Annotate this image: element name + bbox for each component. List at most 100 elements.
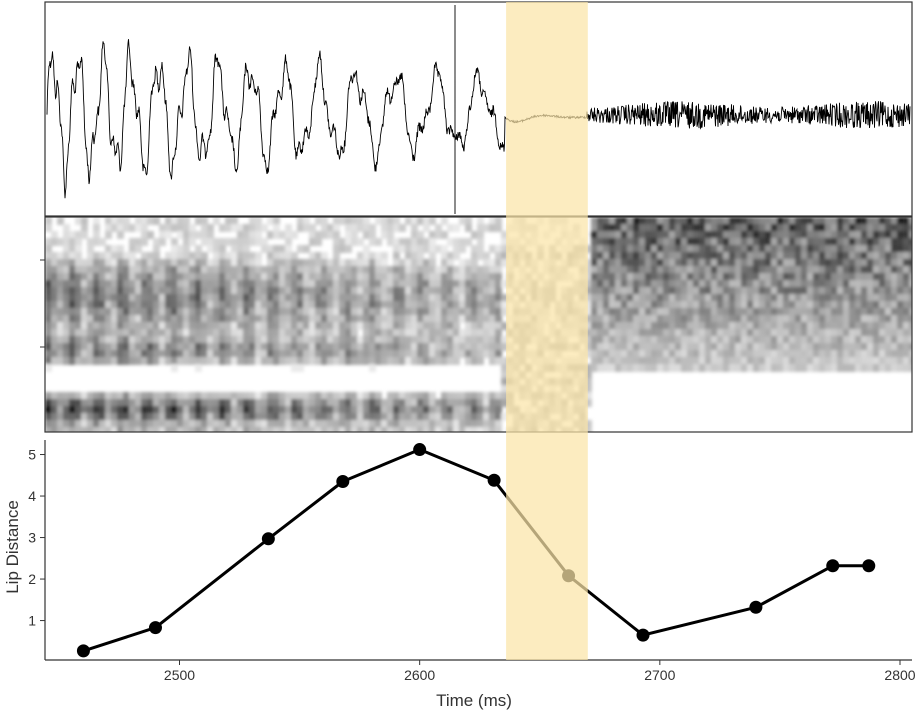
spectrogram-cell [453,350,460,358]
spectrogram-cell [399,392,406,400]
spectrogram-cell [357,399,364,407]
spectrogram-cell [687,301,694,309]
spectrogram-cell [63,224,70,232]
spectrogram-cell [801,301,808,309]
spectrogram-cell [651,266,658,274]
spectrogram-cell [717,350,724,358]
spectrogram-cell [87,245,94,253]
spectrogram-cell [327,224,334,232]
spectrogram-cell [741,350,748,358]
spectrogram-cell [471,399,478,407]
spectrogram-cell [435,287,442,295]
spectrogram-cell [711,245,718,253]
spectrogram-cell [273,427,280,432]
spectrogram-cell [381,336,388,344]
spectrogram-cell [99,322,106,330]
spectrogram-cell [453,413,460,421]
spectrogram-cell [765,357,772,365]
spectrogram-cell [735,266,742,274]
spectrogram-cell [117,350,124,358]
spectrogram-cell [663,336,670,344]
spectrogram-cell [309,231,316,239]
spectrogram-cell [765,231,772,239]
spectrogram-cell [675,238,682,246]
spectrogram-cell [87,336,94,344]
spectrogram-cell [429,322,436,330]
spectrogram-cell [51,406,58,414]
spectrogram-cell [753,217,760,225]
spectrogram-cell [849,322,856,330]
spectrogram-cell [285,259,292,267]
spectrogram-cell [273,413,280,421]
spectrogram-cell [273,280,280,288]
spectrogram-cell [105,329,112,337]
spectrogram-cell [429,343,436,351]
spectrogram-cell [837,252,844,260]
spectrogram-cell [627,350,634,358]
spectrogram-cell [303,301,310,309]
spectrogram-cell [777,238,784,246]
spectrogram-cell [741,252,748,260]
spectrogram-cell [69,259,76,267]
spectrogram-cell [399,406,406,414]
spectrogram-cell [177,308,184,316]
spectrogram-cell [183,399,190,407]
spectrogram-cell [231,336,238,344]
spectrogram-cell [327,399,334,407]
spectrogram-cell [861,266,868,274]
spectrogram-cell [249,224,256,232]
spectrogram-cell [687,238,694,246]
spectrogram-cell [369,273,376,281]
spectrogram-cell [645,238,652,246]
spectrogram-cell [279,231,286,239]
spectrogram-cell [63,406,70,414]
spectrogram-cell [885,336,892,344]
spectrogram-cell [189,259,196,267]
spectrogram-cell [375,280,382,288]
spectrogram-cell [231,399,238,407]
spectrogram-cell [363,357,370,365]
spectrogram-cell [885,259,892,267]
spectrogram-cell [849,231,856,239]
spectrogram-cell [153,280,160,288]
spectrogram-cell [711,280,718,288]
spectrogram-cell [717,273,724,281]
spectrogram-cell [873,217,880,225]
spectrogram-cell [99,343,106,351]
spectrogram-cell [447,413,454,421]
spectrogram-cell [681,245,688,253]
spectrogram-cell [153,420,160,428]
spectrogram-cell [765,350,772,358]
spectrogram-cell [495,217,502,225]
spectrogram-cell [723,217,730,225]
spectrogram-cell [609,252,616,260]
spectrogram-cell [75,420,82,428]
spectrogram-cell [705,266,712,274]
spectrogram-cell [219,392,226,400]
spectrogram-cell [825,266,832,274]
spectrogram-cell [663,280,670,288]
spectrogram-cell [267,357,274,365]
spectrogram-cell [327,294,334,302]
spectrogram-cell [819,280,826,288]
spectrogram-cell [345,238,352,246]
spectrogram-cell [261,350,268,358]
spectrogram-cell [843,364,850,372]
spectrogram-cell [129,266,136,274]
spectrogram-cell [609,329,616,337]
spectrogram-cell [465,336,472,344]
spectrogram-cell [315,322,322,330]
spectrogram-cell [489,392,496,400]
spectrogram-cell [585,371,592,379]
spectrogram-cell [669,315,676,323]
spectrogram-cell [189,273,196,281]
spectrogram-cell [639,322,646,330]
spectrogram-cell [735,224,742,232]
spectrogram-cell [363,273,370,281]
spectrogram-cell [327,231,334,239]
spectrogram-cell [435,266,442,274]
spectrogram-cell [891,259,898,267]
spectrogram-cell [789,259,796,267]
spectrogram-cell [903,294,910,302]
spectrogram-cell [837,364,844,372]
